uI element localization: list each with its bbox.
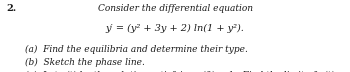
Text: (b)  Sketch the phase line.: (b) Sketch the phase line. <box>25 58 145 67</box>
Text: (c)  Let y(t) be the solution satisfying y(0) = 1.  Find the limit of y(t), as t: (c) Let y(t) be the solution satisfying … <box>25 71 350 72</box>
Text: Consider the differential equation: Consider the differential equation <box>98 4 252 13</box>
Text: (a)  Find the equilibria and determine their type.: (a) Find the equilibria and determine th… <box>25 45 248 54</box>
Text: y′ = (y² + 3y + 2) ln(1 + y²).: y′ = (y² + 3y + 2) ln(1 + y²). <box>106 24 244 33</box>
Text: 2.: 2. <box>6 4 16 13</box>
